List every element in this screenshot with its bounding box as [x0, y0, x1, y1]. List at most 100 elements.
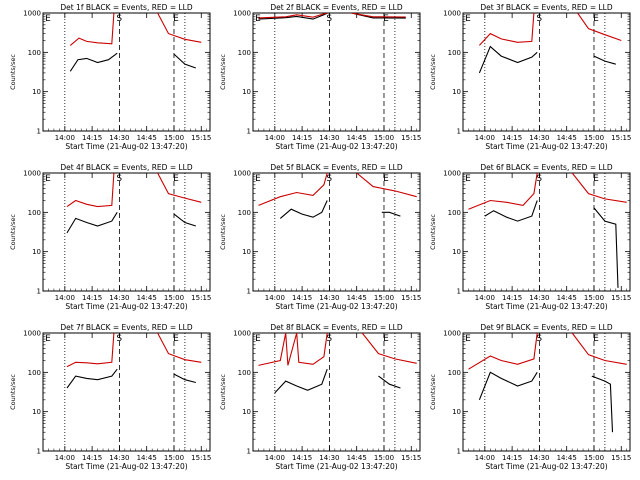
y-axis-label: Counts/sec	[429, 374, 437, 410]
y-tick-label: 100	[238, 49, 251, 57]
chart-panel-1: Det 1f BLACK = Events, RED = LLD Counts/s…	[9, 3, 211, 151]
x-tick-label: 14:45	[137, 454, 157, 462]
region-marker: E	[465, 174, 471, 184]
chart-panel-2: Det 2f BLACK = Events, RED = LLD Counts/s…	[219, 3, 421, 151]
chart-title: Det 9f BLACK = Events, RED = LLD	[480, 323, 613, 332]
region-marker: S	[326, 334, 332, 344]
region-marker: S	[116, 174, 122, 184]
x-axis-label: Start Time (21-Aug-02 13:47:20)	[485, 142, 607, 151]
plot-frame	[252, 12, 421, 132]
y-axis-label: Counts/sec	[219, 54, 227, 90]
series-line-events	[173, 53, 196, 69]
chart-panel-9: Det 9f BLACK = Events, RED = LLD Counts/s…	[429, 323, 631, 471]
y-tick-label: 1000	[23, 10, 41, 18]
x-tick-label: 14:45	[557, 454, 577, 462]
x-tick-label: 15:15	[611, 294, 631, 302]
chart-panel-8: Det 8f BLACK = Events, RED = LLD Counts/s…	[219, 323, 421, 471]
x-tick-label: 14:15	[292, 134, 312, 142]
x-tick-label: 14:00	[55, 134, 75, 142]
chart-panel-4: Det 4f BLACK = Events, RED = LLD Counts/s…	[9, 163, 211, 311]
y-tick-label: 1	[37, 288, 41, 296]
y-tick-label: 10	[242, 408, 251, 416]
y-tick-label: 10	[32, 88, 41, 96]
y-axis-label: Counts/sec	[429, 54, 437, 90]
series-line-events	[279, 200, 328, 219]
plot-frame	[252, 172, 421, 292]
x-tick-label: 15:00	[374, 294, 394, 302]
x-tick-label: 14:00	[265, 294, 285, 302]
region-marker: E	[465, 14, 471, 24]
series-line-lld	[571, 333, 627, 365]
series-line-events	[69, 52, 118, 72]
series-group	[66, 173, 202, 234]
x-tick-label: 14:15	[82, 134, 102, 142]
series-line-events	[591, 375, 614, 433]
y-tick-label: 100	[448, 369, 461, 377]
x-tick-label: 14:30	[109, 454, 129, 462]
plot-frame	[252, 332, 421, 452]
chart-title: Det 8f BLACK = Events, RED = LLD	[270, 323, 403, 332]
series-group	[478, 13, 622, 74]
x-tick-label: 14:00	[55, 294, 75, 302]
series-line-lld	[468, 173, 538, 210]
x-tick-label: 14:15	[502, 454, 522, 462]
y-tick-label: 1	[247, 448, 251, 456]
chart-title: Det 4f BLACK = Events, RED = LLD	[60, 163, 193, 172]
x-tick-label: 14:30	[319, 134, 339, 142]
x-tick-label: 15:00	[584, 454, 604, 462]
x-tick-label: 14:30	[319, 294, 339, 302]
x-tick-label: 15:00	[374, 454, 394, 462]
series-line-lld	[66, 333, 115, 368]
x-tick-label: 14:15	[82, 294, 102, 302]
x-tick-label: 14:00	[55, 454, 75, 462]
series-line-events	[258, 13, 329, 20]
x-tick-label: 14:45	[557, 134, 577, 142]
series-group	[258, 173, 417, 219]
series-group	[258, 13, 406, 20]
x-tick-label: 14:45	[137, 134, 157, 142]
region-marker: E	[255, 174, 261, 184]
x-tick-label: 14:15	[502, 134, 522, 142]
x-tick-label: 14:30	[109, 294, 129, 302]
x-tick-label: 15:15	[191, 134, 211, 142]
y-tick-label: 100	[28, 209, 41, 217]
series-line-lld	[571, 173, 627, 203]
series-line-events	[593, 207, 619, 288]
series-line-events	[478, 371, 538, 401]
plot-frame	[42, 172, 211, 292]
x-tick-label: 14:45	[137, 294, 157, 302]
series-line-events	[484, 200, 538, 222]
y-tick-label: 10	[452, 408, 461, 416]
series-line-events	[173, 373, 196, 384]
x-tick-label: 15:15	[401, 134, 421, 142]
region-marker: S	[116, 334, 122, 344]
region-marker: E	[255, 14, 261, 24]
series-line-lld	[66, 173, 115, 208]
y-axis-label: Counts/sec	[9, 54, 17, 90]
y-axis-label: Counts/sec	[9, 374, 17, 410]
series-line-lld	[69, 13, 115, 46]
x-axis-label: Start Time (21-Aug-02 13:47:20)	[275, 462, 397, 471]
x-tick-label: 14:45	[347, 134, 367, 142]
x-tick-label: 14:15	[502, 294, 522, 302]
x-tick-label: 15:00	[164, 454, 184, 462]
y-tick-label: 1	[247, 128, 251, 136]
series-line-lld	[351, 13, 406, 18]
series-line-lld	[468, 333, 538, 370]
y-tick-label: 100	[238, 369, 251, 377]
x-axis-label: Start Time (21-Aug-02 13:47:20)	[65, 462, 187, 471]
series-line-events	[478, 45, 538, 74]
x-tick-label: 14:00	[475, 454, 495, 462]
y-axis-label: Counts/sec	[9, 214, 17, 250]
y-tick-label: 10	[452, 248, 461, 256]
x-axis-label: Start Time (21-Aug-02 13:47:20)	[485, 302, 607, 311]
y-tick-label: 10	[32, 248, 41, 256]
region-marker: E	[383, 14, 389, 24]
y-tick-label: 1	[37, 128, 41, 136]
plot-frame	[42, 12, 211, 132]
y-tick-label: 1000	[233, 10, 251, 18]
series-line-events	[381, 211, 401, 217]
series-line-lld	[356, 173, 417, 198]
y-tick-label: 100	[448, 49, 461, 57]
y-tick-label: 100	[448, 209, 461, 217]
